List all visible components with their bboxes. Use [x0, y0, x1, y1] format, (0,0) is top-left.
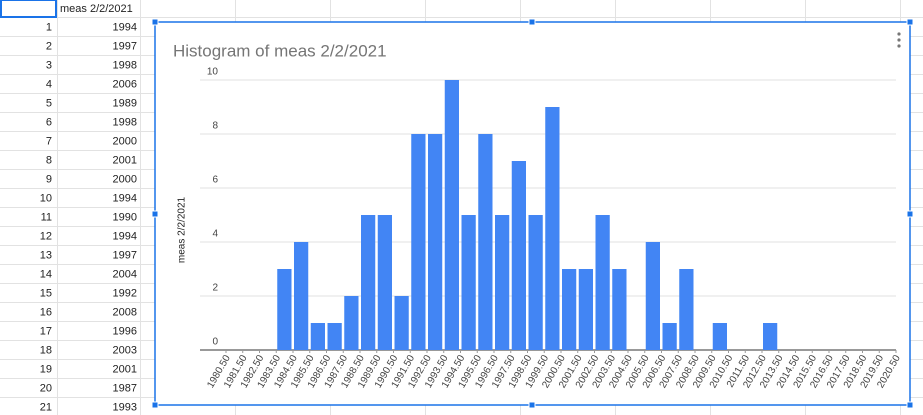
resize-handle[interactable]: [151, 401, 159, 409]
bar: [645, 242, 660, 350]
menu-dot[interactable]: [897, 38, 901, 42]
resize-handle[interactable]: [906, 18, 914, 26]
value-cell[interactable]: 1996: [113, 325, 137, 337]
index-cell[interactable]: 3: [46, 59, 52, 71]
bar: [394, 296, 409, 350]
bar: [545, 107, 560, 350]
bar: [562, 269, 577, 350]
index-cell[interactable]: 4: [46, 78, 52, 90]
value-cell[interactable]: 1992: [113, 287, 137, 299]
y-tick-label: 6: [212, 175, 218, 186]
bar: [478, 134, 493, 350]
y-tick-label: 4: [212, 229, 218, 240]
bar: [511, 161, 526, 350]
value-cell[interactable]: 1994: [113, 21, 137, 33]
bar: [344, 296, 359, 350]
y-tick-label: 8: [212, 121, 218, 132]
index-cell[interactable]: 1: [46, 21, 52, 33]
value-cell[interactable]: 1998: [113, 116, 137, 128]
value-cell[interactable]: 1993: [113, 401, 137, 413]
resize-handle[interactable]: [906, 401, 914, 409]
y-tick-label: 0: [212, 337, 218, 348]
resize-handle[interactable]: [906, 210, 914, 218]
value-cell[interactable]: 2003: [113, 344, 137, 356]
resize-handle[interactable]: [151, 210, 159, 218]
index-cell[interactable]: 17: [40, 325, 52, 337]
bar: [662, 323, 677, 350]
bar: [361, 215, 376, 350]
bar: [310, 323, 325, 350]
index-cell[interactable]: 15: [40, 287, 52, 299]
bar: [763, 323, 778, 350]
value-cell[interactable]: 2006: [113, 78, 137, 90]
bar: [495, 215, 510, 350]
bar: [428, 134, 443, 350]
index-cell[interactable]: 16: [40, 306, 52, 318]
index-cell[interactable]: 14: [40, 268, 52, 280]
index-cell[interactable]: 18: [40, 344, 52, 356]
bar: [528, 215, 543, 350]
bar: [377, 215, 392, 350]
bar: [712, 323, 727, 350]
value-cell[interactable]: 2000: [113, 135, 137, 147]
bar: [444, 80, 459, 350]
bar: [294, 242, 309, 350]
index-cell[interactable]: 2: [46, 40, 52, 52]
bar: [595, 215, 610, 350]
value-cell[interactable]: 1994: [113, 192, 137, 204]
bar: [411, 134, 426, 350]
index-cell[interactable]: 9: [46, 173, 52, 185]
chart-title: Histogram of meas 2/2/2021: [173, 41, 387, 60]
y-tick-label: 10: [207, 67, 219, 78]
index-cell[interactable]: 8: [46, 154, 52, 166]
menu-dot[interactable]: [897, 32, 901, 36]
bar: [578, 269, 593, 350]
bar: [679, 269, 694, 350]
index-cell[interactable]: 11: [41, 211, 52, 223]
bar: [277, 269, 292, 350]
value-cell[interactable]: 2000: [113, 173, 137, 185]
y-tick-label: 2: [212, 283, 218, 294]
value-cell[interactable]: 2001: [113, 154, 137, 166]
menu-dot[interactable]: [897, 44, 901, 48]
value-cell[interactable]: 1997: [113, 249, 137, 261]
index-cell[interactable]: 12: [40, 230, 52, 242]
y-axis-label: meas 2/2/2021: [177, 196, 188, 263]
selected-cell[interactable]: [0, 0, 57, 18]
index-cell[interactable]: 5: [46, 97, 52, 109]
bar: [612, 269, 627, 350]
value-cell[interactable]: 2001: [113, 363, 137, 375]
value-cell[interactable]: 1997: [113, 40, 137, 52]
value-cell[interactable]: 2004: [113, 268, 137, 280]
index-cell[interactable]: 10: [40, 192, 52, 204]
resize-handle[interactable]: [528, 18, 536, 26]
value-cell[interactable]: 2008: [113, 306, 137, 318]
index-cell[interactable]: 20: [40, 382, 52, 394]
value-cell[interactable]: 1990: [113, 211, 137, 223]
resize-handle[interactable]: [528, 401, 536, 409]
value-cell[interactable]: 1987: [113, 382, 137, 394]
bar: [461, 215, 476, 350]
value-cell[interactable]: 1998: [113, 59, 137, 71]
value-cell[interactable]: 1994: [113, 230, 137, 242]
index-cell[interactable]: 21: [40, 401, 52, 413]
index-cell[interactable]: 19: [40, 363, 52, 375]
value-cell[interactable]: 1989: [113, 97, 137, 109]
header-cell[interactable]: meas 2/2/2021: [60, 3, 133, 15]
bar: [327, 323, 342, 350]
resize-handle[interactable]: [151, 18, 159, 26]
index-cell[interactable]: 13: [40, 249, 52, 261]
index-cell[interactable]: 7: [46, 135, 52, 147]
index-cell[interactable]: 6: [46, 116, 52, 128]
